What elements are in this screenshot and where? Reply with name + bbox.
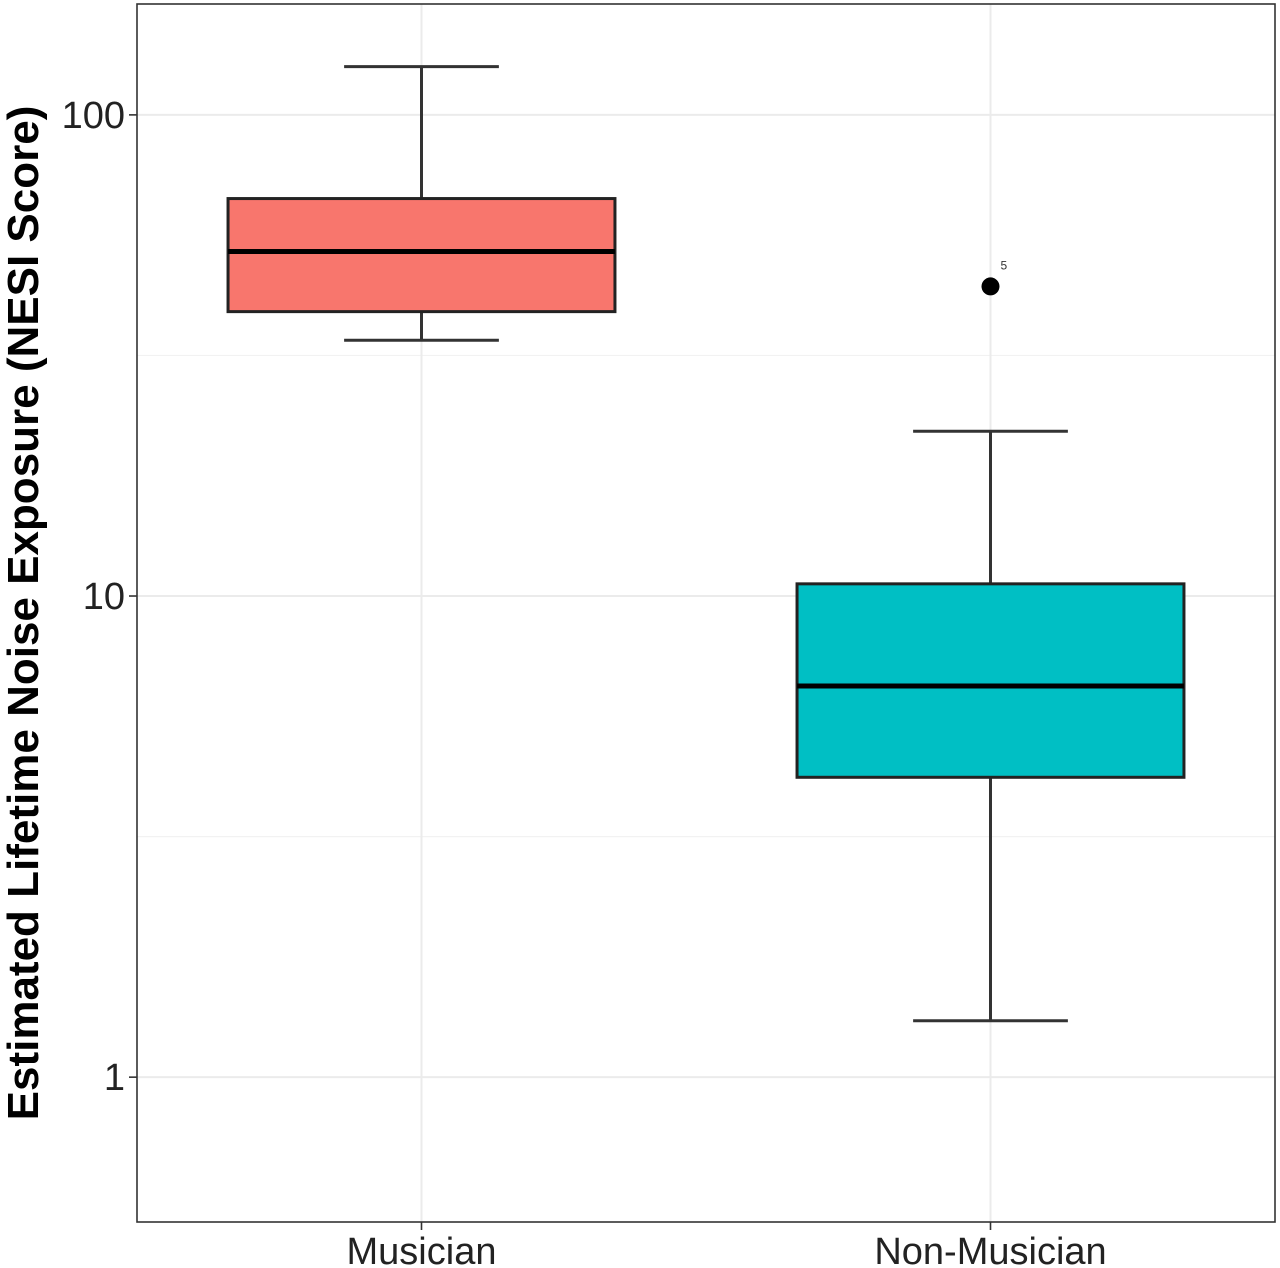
x-axis-ticks: Musician Non-Musician bbox=[347, 1222, 1107, 1268]
x-tick-label: Musician bbox=[347, 1231, 497, 1268]
box-non-musician: 5 bbox=[795, 258, 1186, 1023]
outlier-point bbox=[981, 277, 1000, 296]
plot-panel-border bbox=[136, 3, 1276, 1223]
outlier-label: 5 bbox=[1001, 258, 1008, 272]
boxes-layer: 5 bbox=[226, 65, 1186, 1023]
y-axis-title: Estimated Lifetime Noise Exposure (NESI … bbox=[0, 106, 48, 1121]
box-musician bbox=[226, 65, 617, 342]
y-axis-ticks: 1 10 100 bbox=[62, 95, 137, 1099]
box-iqr bbox=[226, 197, 617, 314]
box-iqr bbox=[795, 582, 1186, 779]
y-tick-label: 10 bbox=[83, 576, 125, 618]
y-tick-label: 1 bbox=[104, 1057, 125, 1099]
x-tick-label: Non-Musician bbox=[874, 1231, 1106, 1268]
y-tick-label: 100 bbox=[62, 95, 125, 137]
